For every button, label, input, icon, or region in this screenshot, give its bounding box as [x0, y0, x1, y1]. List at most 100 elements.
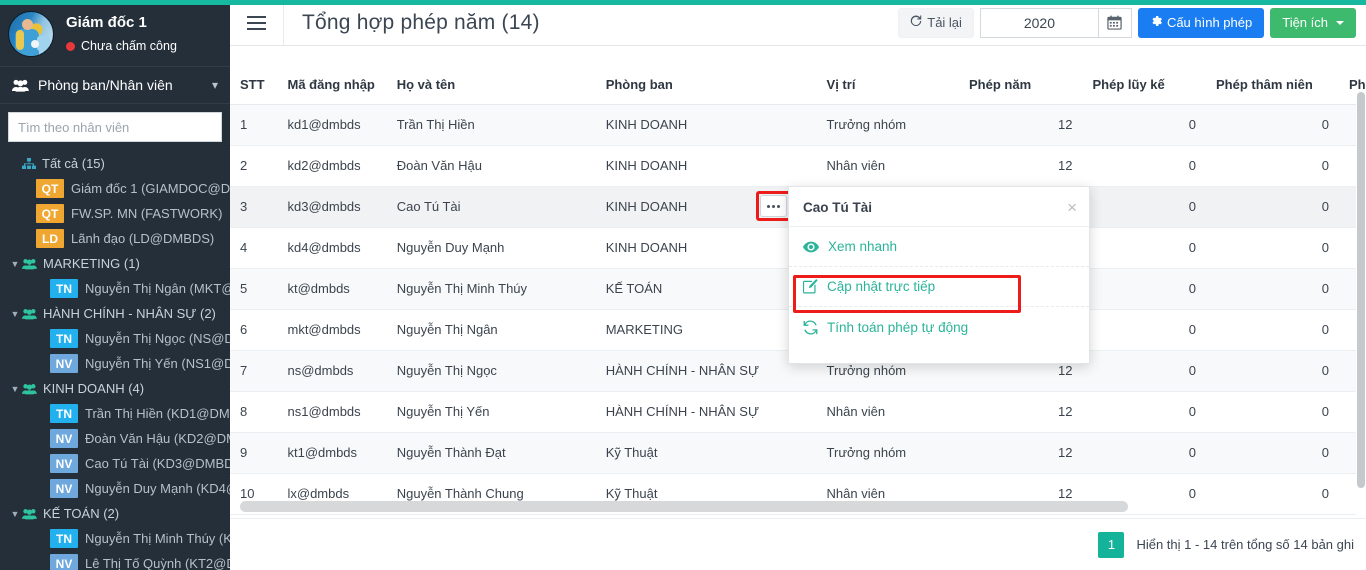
- tree-item-label: MARKETING (1): [43, 256, 140, 271]
- popup-item-quick-view[interactable]: Xem nhanh: [789, 227, 1089, 267]
- caret-down-icon[interactable]: ▼: [10, 258, 20, 269]
- popup-item-direct-update[interactable]: Cập nhật trực tiếp: [789, 267, 1089, 307]
- cell-stt: 6: [230, 309, 278, 351]
- pagination-page-1[interactable]: 1: [1098, 531, 1125, 558]
- tree-item[interactable]: ▼Tất cả (15): [0, 151, 230, 176]
- cell-full-name[interactable]: Đoàn Văn Hậu: [386, 145, 596, 187]
- row-actions-button[interactable]: [760, 195, 787, 217]
- vertical-scrollbar-thumb[interactable]: [1357, 92, 1365, 488]
- tree-item-badge: NV: [50, 554, 78, 570]
- cell-stt: 8: [230, 391, 278, 433]
- config-leave-button[interactable]: Cấu hình phép: [1137, 7, 1265, 38]
- cell-full-name[interactable]: Nguyễn Thị Ngân: [386, 309, 596, 351]
- user-avatar-photo-icon: [8, 11, 54, 57]
- reload-button[interactable]: Tải lại: [898, 7, 974, 38]
- column-header-annual-leave[interactable]: Phép năm: [959, 46, 1083, 105]
- sidebar-section-department-employee[interactable]: Phòng ban/Nhân viên ▾: [0, 66, 230, 104]
- tree-item-badge: NV: [50, 354, 78, 373]
- sidebar-section-label: Phòng ban/Nhân viên: [38, 77, 173, 93]
- group-icon: [22, 383, 37, 395]
- cell-department: KINH DOANH: [595, 227, 817, 269]
- column-header-seniority-leave[interactable]: Phép thâm niên: [1205, 46, 1339, 105]
- column-header-full-name[interactable]: Họ và tên: [386, 46, 596, 105]
- tree-item-label: Cao Tú Tài (KD3@DMBDS: [85, 456, 230, 471]
- refresh-icon: [910, 15, 922, 30]
- eye-icon: [803, 241, 819, 253]
- hamburger-icon[interactable]: [230, 0, 284, 46]
- cell-full-name[interactable]: Nguyễn Thị Ngọc: [386, 350, 596, 392]
- cell-department: KINH DOANH: [595, 104, 817, 146]
- cell-login-code: kd1@dmbds: [277, 104, 387, 146]
- horizontal-scrollbar[interactable]: [240, 501, 1128, 512]
- cell-seniority-leave: 0: [1205, 186, 1339, 228]
- tree-item[interactable]: ▼ KINH DOANH (4): [0, 376, 230, 401]
- tree-item[interactable]: ▼ KẾ TOÁN (2): [0, 501, 230, 526]
- caret-down-icon[interactable]: ▼: [10, 383, 20, 394]
- main-content: Tổng hợp phép năm (14) Tải lại: [230, 0, 1366, 570]
- tree-item[interactable]: ▼ HÀNH CHÍNH - NHÂN SỰ (2): [0, 301, 230, 326]
- cell-full-name[interactable]: Nguyễn Thành Đạt: [386, 432, 596, 474]
- column-header-position[interactable]: Vị trí: [816, 46, 960, 105]
- cell-position: Nhân viên: [816, 145, 960, 187]
- column-header-advance-leave[interactable]: Phép ứng: [1338, 46, 1366, 105]
- utility-dropdown-button[interactable]: Tiện ích: [1270, 7, 1356, 38]
- column-header-login-code[interactable]: Mã đăng nhập: [277, 46, 387, 105]
- close-icon[interactable]: ×: [1067, 198, 1077, 217]
- tree-item-badge: NV: [50, 454, 78, 473]
- cell-full-name[interactable]: Trần Thị Hiền: [386, 104, 596, 146]
- cell-accumulated-leave: 0: [1082, 186, 1206, 228]
- popup-item-direct-update-label: Cập nhật trực tiếp: [827, 279, 936, 294]
- column-header-department[interactable]: Phòng ban: [595, 46, 817, 105]
- cell-position: Trưởng nhóm: [816, 104, 960, 146]
- column-header-accumulated-leave[interactable]: Phép lũy kế: [1082, 46, 1206, 105]
- cell-accumulated-leave: 0: [1082, 350, 1206, 392]
- gear-icon: [1150, 15, 1162, 30]
- group-icon: [22, 508, 37, 520]
- table-row[interactable]: 2 kd2@dmbds Đoàn Văn Hậu KINH DOANH Nhân viê…: [230, 145, 1366, 187]
- cell-full-name[interactable]: Nguyễn Thị Yến: [386, 391, 596, 433]
- calendar-icon[interactable]: [1097, 7, 1132, 38]
- table-row[interactable]: 9 kt1@dmbds Nguyễn Thành Đạt Kỹ Thuật Trưởng…: [230, 432, 1366, 474]
- cell-login-code: ns1@dmbds: [277, 391, 387, 433]
- table-row[interactable]: 8 ns1@dmbds Nguyễn Thị Yến HÀNH CHÍNH - NHÂ…: [230, 391, 1366, 433]
- cell-full-name[interactable]: Cao Tú Tài: [386, 186, 596, 228]
- chevron-down-icon[interactable]: ▾: [211, 78, 218, 92]
- cell-seniority-leave: 0: [1205, 268, 1339, 310]
- table-row[interactable]: 1 kd1@dmbds Trần Thị Hiền KINH DOANH Trưởng …: [230, 104, 1366, 146]
- cell-department: Kỹ Thuật: [595, 432, 817, 474]
- cell-seniority-leave: 0: [1205, 391, 1339, 433]
- table-row[interactable]: 10 lx@dmbds Nguyễn Thành Chung Kỹ Thuật Nhân…: [230, 473, 1366, 515]
- column-header-stt[interactable]: STT: [230, 46, 278, 105]
- vertical-scrollbar[interactable]: [1356, 92, 1366, 517]
- popup-item-auto-calculate[interactable]: Tính toán phép tự động: [789, 307, 1089, 347]
- cell-full-name[interactable]: Nguyễn Duy Mạnh: [386, 227, 596, 269]
- year-input[interactable]: [979, 7, 1098, 38]
- caret-down-icon[interactable]: ▼: [10, 508, 20, 519]
- user-profile[interactable]: Giám đốc 1 Chưa chấm công: [0, 0, 230, 66]
- group-icon: [22, 258, 37, 270]
- edit-square-icon: [803, 279, 818, 294]
- tree-item-label: Tất cả (15): [42, 156, 105, 171]
- year-picker: [979, 7, 1132, 38]
- search-input[interactable]: [8, 112, 222, 142]
- caret-down-icon[interactable]: ▼: [10, 308, 20, 319]
- cell-full-name[interactable]: Nguyễn Thị Minh Thúy: [386, 268, 596, 310]
- tree-item[interactable]: ▼ MARKETING (1): [0, 251, 230, 276]
- tree-item-badge: NV: [50, 479, 78, 498]
- caret-down-icon: [1336, 20, 1344, 25]
- cell-annual-leave: 12: [959, 104, 1083, 146]
- cell-login-code: kd4@dmbds: [277, 227, 387, 269]
